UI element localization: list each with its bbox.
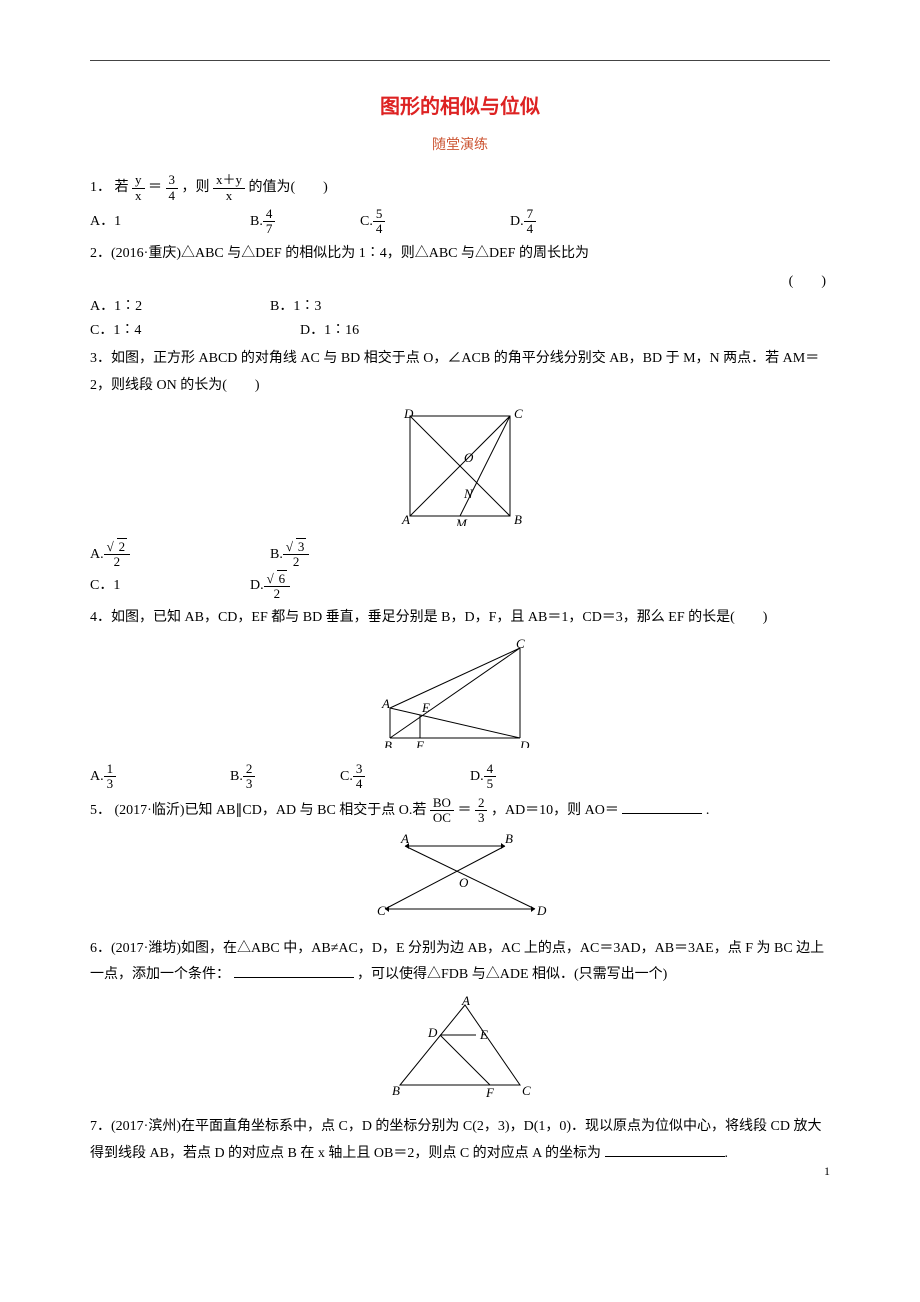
q3-opt-a: A.22 [90,540,270,570]
page-title: 图形的相似与位似 [90,91,830,123]
svg-text:D: D [519,738,530,748]
q5-blank [622,799,702,814]
svg-text:C: C [522,1083,531,1098]
q7-post: . [725,1146,729,1161]
svg-text:B: B [384,738,392,748]
q3-text: 如图，正方形 ABCD 的对角线 AC 与 BD 相交于点 O，∠ACB 的角平… [90,351,819,393]
page-number: 1 [824,1162,830,1181]
q1-opt-b: B.47 [250,207,360,237]
q5-pre: (2017·临沂)已知 AB∥CD，AD 与 BC 相交于点 O.若 [115,803,427,818]
question-1: 1． 若 yx ＝ 34 ，则 x＋yx 的值为( ) [90,173,830,203]
q6-text2: ，可以使得△FDB 与△ADE 相似．(只需写出一个) [357,967,667,982]
q5-frac2: 23 [475,796,488,826]
q1-num: 1． [90,180,111,195]
figure-3: D C O N A M B [90,406,830,534]
q3-opt-d: D.62 [250,572,290,602]
q4-opt-d: D.45 [470,762,496,792]
page-subtitle: 随堂演练 [90,135,830,157]
q4-opt-a: A.13 [90,762,230,792]
svg-text:O: O [464,450,474,465]
svg-text:A: A [461,995,470,1008]
q1-options: A．1 B.47 C.54 D.74 [90,207,830,237]
svg-text:D: D [536,903,547,918]
q3-options: A.22 B.32 C．1 D.62 [90,540,830,601]
fig4-svg: C A E B F D [370,638,550,748]
q6-num: 6． [90,941,111,956]
svg-text:A: A [381,696,390,711]
figure-4: C A E B F D [90,638,830,756]
q2-opt-b: B．1∶3 [270,296,321,318]
q5-mid: ，AD＝10，则 AO＝ [491,803,619,818]
q2-opt-c: C．1∶4 [90,320,300,342]
svg-text:C: C [516,638,525,651]
svg-text:F: F [485,1085,495,1100]
question-7: 7．(2017·滨州)在平面直角坐标系中，点 C，D 的坐标分别为 C(2，3)… [90,1114,830,1167]
svg-text:E: E [479,1027,488,1042]
q1-opt-a: A．1 [90,207,250,237]
top-rule [90,60,830,61]
q1-opt-d: D.74 [510,207,536,237]
question-2: 2．(2016·重庆)△ABC 与△DEF 的相似比为 1∶4，则△ABC 与△… [90,241,830,268]
question-4: 4．如图，已知 AB，CD，EF 都与 BD 垂直，垂足分别是 B，D，F，且 … [90,605,830,632]
svg-text:N: N [463,486,474,501]
q1-mid: ，则 [182,180,210,195]
q7-num: 7． [90,1119,111,1134]
figure-6: A D E B F C [90,995,830,1108]
svg-text:A: A [401,512,410,526]
q4-opt-c: C.34 [340,762,470,792]
svg-text:B: B [505,831,513,846]
page: 图形的相似与位似 随堂演练 1． 若 yx ＝ 34 ，则 x＋yx 的值为( … [0,0,920,1211]
svg-text:O: O [459,875,469,890]
q2-num: 2． [90,246,111,261]
q1-pre: 若 [115,180,129,195]
q3-opt-c: C．1 [90,572,250,602]
svg-text:D: D [427,1025,438,1040]
fig5-svg: A B O C D [365,831,555,921]
question-5: 5． (2017·临沂)已知 AB∥CD，AD 与 BC 相交于点 O.若 BO… [90,796,830,826]
figure-5: A B O C D [90,831,830,929]
q2-opt-a: A．1∶2 [90,296,270,318]
fig3-svg: D C O N A M B [390,406,530,526]
svg-text:M: M [455,516,468,526]
q5-post: . [706,803,710,818]
q3-opt-b: B.32 [270,540,309,570]
svg-text:A: A [400,831,409,846]
svg-text:C: C [514,406,523,421]
svg-text:E: E [421,700,430,715]
q5-num: 5． [90,803,111,818]
svg-text:B: B [392,1083,400,1098]
q4-opt-b: B.23 [230,762,340,792]
svg-text:B: B [514,512,522,526]
q5-frac1: BOOC [430,796,454,826]
question-3: 3．如图，正方形 ABCD 的对角线 AC 与 BD 相交于点 O，∠ACB 的… [90,346,830,399]
svg-text:F: F [415,738,425,748]
q2-paren: ( ) [90,271,826,293]
q1-frac3: x＋yx [213,173,245,203]
svg-text:C: C [377,903,386,918]
question-6: 6．(2017·潍坊)如图，在△ABC 中，AB≠AC，D，E 分别为边 AB，… [90,936,830,989]
q4-text: 如图，已知 AB，CD，EF 都与 BD 垂直，垂足分别是 B，D，F，且 AB… [111,610,767,625]
q2-text: (2016·重庆)△ABC 与△DEF 的相似比为 1∶4，则△ABC 与△DE… [111,246,589,261]
q4-options: A.13 B.23 C.34 D.45 [90,762,830,792]
q4-num: 4． [90,610,111,625]
q1-post: 的值为( ) [249,180,328,195]
q1-frac1: yx [132,173,145,203]
q2-opt-d: D．1∶16 [300,320,359,342]
fig6-svg: A D E B F C [380,995,540,1100]
q6-blank [234,963,354,978]
q7-blank [605,1142,725,1157]
q3-num: 3． [90,351,111,366]
q1-frac2: 34 [166,173,179,203]
svg-text:D: D [403,406,414,421]
q2-options: A．1∶2B．1∶3 C．1∶4D．1∶16 [90,296,830,343]
q1-opt-c: C.54 [360,207,510,237]
